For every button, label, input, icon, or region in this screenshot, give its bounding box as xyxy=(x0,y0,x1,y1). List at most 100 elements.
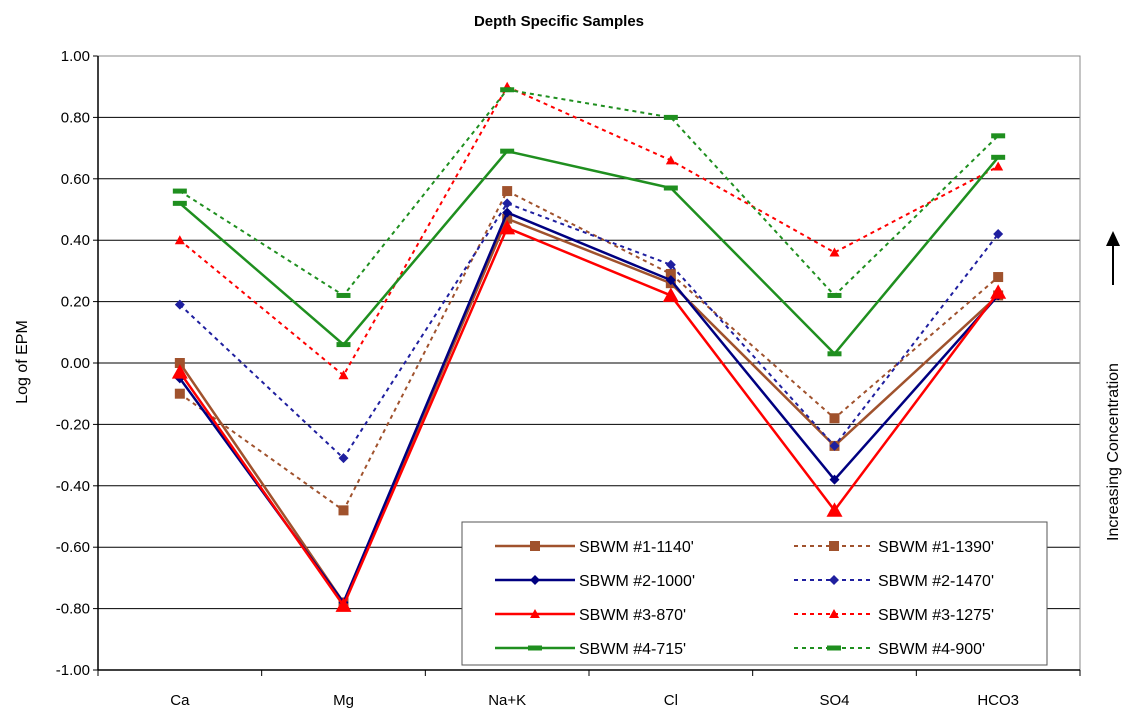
series-line xyxy=(179,189,999,512)
legend-entry: SBWM #4-715' xyxy=(495,641,686,658)
data-point xyxy=(829,575,839,585)
legend-label: SBWM #3-1275' xyxy=(878,607,994,624)
right-axis-label: Increasing Concentration xyxy=(1105,363,1122,541)
data-point xyxy=(829,474,840,485)
legend-label: SBWM #1-1390' xyxy=(878,539,994,556)
data-point xyxy=(336,292,351,298)
legend-entry: SBWM #2-1470' xyxy=(794,573,994,590)
series-line xyxy=(178,226,1000,609)
data-point xyxy=(336,342,351,348)
data-point xyxy=(993,272,1004,283)
data-point xyxy=(993,161,1004,171)
data-point xyxy=(174,388,185,399)
y-tick-label: -0.40 xyxy=(56,478,90,495)
legend-entry: SBWM #4-900' xyxy=(794,641,985,658)
series xyxy=(172,148,1006,357)
data-point xyxy=(500,148,515,154)
data-point xyxy=(829,440,840,451)
series xyxy=(172,87,1006,298)
arrow-up-icon xyxy=(1106,231,1120,246)
legend-label: SBWM #2-1000' xyxy=(579,573,695,590)
increasing-concentration-indicator: Increasing Concentration xyxy=(1105,231,1122,541)
legend-label: SBWM #4-715' xyxy=(579,641,686,658)
data-point xyxy=(502,207,513,218)
legend-label: SBWM #4-900' xyxy=(878,641,985,658)
legend-entry: SBWM #1-1390' xyxy=(794,539,994,556)
axes: 1.00 0.80 0.60 0.40 0.20 0.00 -0.20 -0.40 -0.60 -… xyxy=(56,48,1081,709)
y-tick-label: 0.60 xyxy=(61,171,90,188)
x-tick-label: SO4 xyxy=(819,692,849,709)
data-point xyxy=(665,259,676,270)
legend-label: SBWM #1-1140' xyxy=(579,539,694,556)
data-point xyxy=(829,247,840,257)
data-point xyxy=(172,188,187,194)
data-point xyxy=(826,502,843,517)
x-tick-label: Mg xyxy=(333,692,354,709)
data-point xyxy=(502,186,513,197)
data-point xyxy=(665,275,676,286)
series-line xyxy=(179,149,1000,356)
legend-label: SBWM #2-1470' xyxy=(878,573,994,590)
data-point xyxy=(530,575,540,585)
y-tick-label: -0.60 xyxy=(56,539,90,556)
data-point xyxy=(335,597,352,612)
series-line xyxy=(178,217,1000,606)
data-point xyxy=(500,87,515,93)
y-tick-label: 0.40 xyxy=(61,232,90,249)
x-tick-label: Ca xyxy=(170,692,190,709)
legend-label: SBWM #3-870' xyxy=(579,607,686,624)
chart-title: Depth Specific Samples xyxy=(474,13,644,30)
data-point xyxy=(338,505,349,516)
data-point xyxy=(829,541,839,551)
data-point xyxy=(528,645,542,651)
legend: SBWM #1-1140' SBWM #1-1390' SBWM #2-1000' S… xyxy=(461,521,1048,666)
data-point xyxy=(663,185,678,191)
series-layer xyxy=(171,81,1007,612)
legend-entry: SBWM #2-1000' xyxy=(495,573,695,590)
data-point xyxy=(530,541,540,551)
data-point xyxy=(827,645,841,651)
data-point xyxy=(993,229,1004,240)
series-line xyxy=(179,88,999,297)
y-tick-label: 0.80 xyxy=(61,109,90,126)
y-tick-label: 0.00 xyxy=(61,355,90,372)
data-point xyxy=(338,453,349,464)
y-tick-label: 0.20 xyxy=(61,294,90,311)
data-point xyxy=(991,154,1006,160)
data-point xyxy=(829,609,839,618)
data-point xyxy=(338,370,349,380)
data-point xyxy=(663,114,678,120)
x-tick-label: HCO3 xyxy=(977,692,1019,709)
data-point xyxy=(174,235,185,245)
x-tick-label: Na+K xyxy=(488,692,526,709)
data-point xyxy=(499,219,516,235)
series xyxy=(171,219,1007,612)
data-point xyxy=(172,200,187,206)
data-point xyxy=(990,284,1007,299)
y-tick-label: -1.00 xyxy=(56,662,90,679)
y-tick-label: 1.00 xyxy=(61,48,90,65)
legend-entry: SBWM #1-1140' xyxy=(495,539,694,556)
data-point xyxy=(662,287,679,302)
data-point xyxy=(530,609,540,618)
data-point xyxy=(174,299,185,310)
y-tick-label: -0.20 xyxy=(56,416,90,433)
y-axis-label: Log of EPM xyxy=(14,320,31,404)
data-point xyxy=(827,351,842,357)
legend-entry: SBWM #3-1275' xyxy=(794,607,994,624)
data-point xyxy=(829,413,840,424)
data-point xyxy=(665,155,676,165)
data-point xyxy=(827,292,842,298)
x-tick-label: Cl xyxy=(664,692,678,709)
series-line xyxy=(179,202,999,460)
series xyxy=(174,198,1004,464)
y-tick-label: -0.80 xyxy=(56,601,90,618)
legend-entry: SBWM #3-870' xyxy=(495,607,686,624)
data-point xyxy=(991,133,1006,139)
data-point xyxy=(171,364,188,379)
series xyxy=(174,186,1004,516)
series-line xyxy=(179,85,999,377)
series xyxy=(174,81,1004,380)
